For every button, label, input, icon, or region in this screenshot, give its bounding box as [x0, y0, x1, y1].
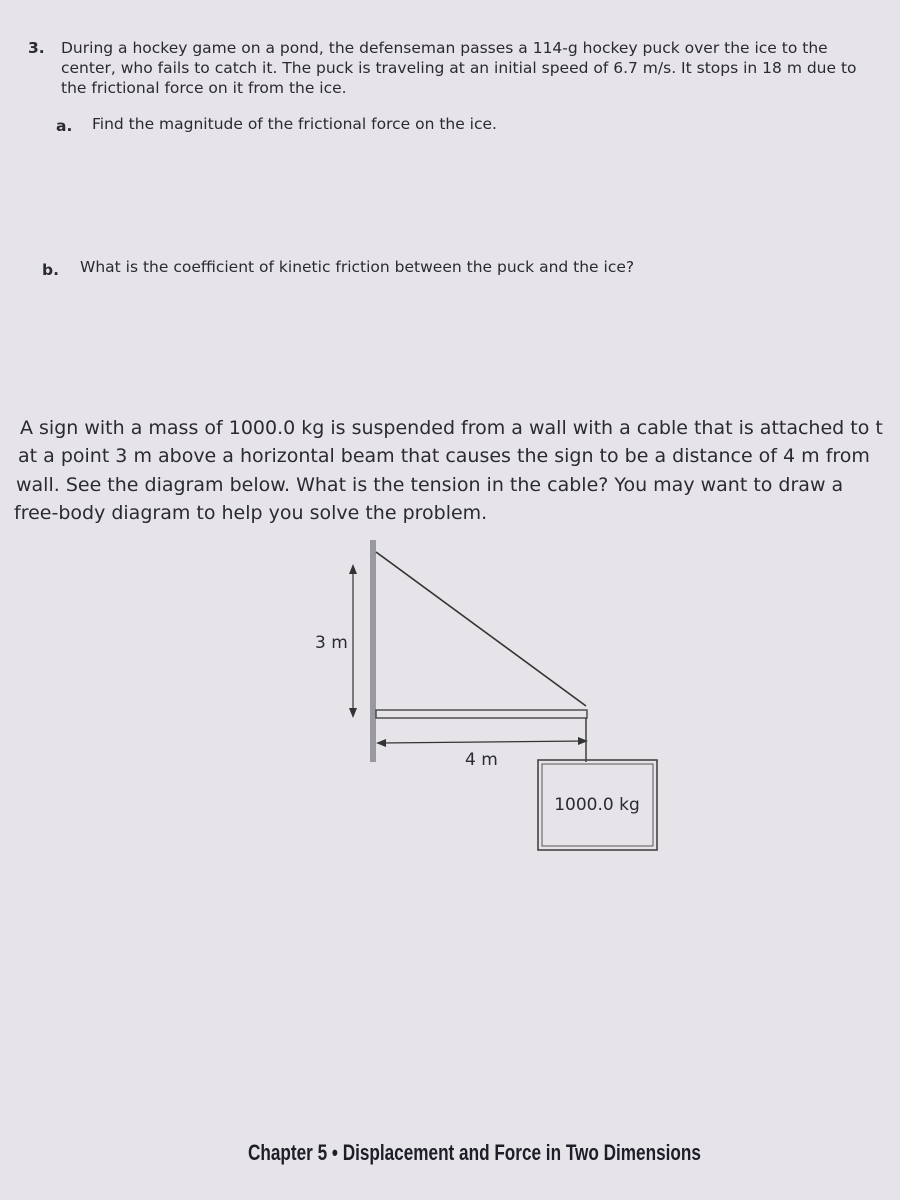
text-line: at a point 3 m above a horizontal beam t…	[18, 445, 870, 467]
problem-number: 3.	[28, 39, 45, 57]
part-label: a.	[56, 117, 73, 135]
cable	[375, 551, 587, 707]
footer: Chapter 5 • Displacement and Force in Tw…	[248, 1140, 701, 1165]
sign-label: 1000.0 kg	[554, 795, 640, 815]
part-text: What is the coefficient of kinetic frict…	[80, 258, 635, 276]
text-line: A sign with a mass of 1000.0 kg is suspe…	[20, 417, 883, 439]
sign-inner	[541, 763, 654, 847]
problem-text: During a hockey game on a pond, the defe…	[61, 39, 857, 97]
beam	[375, 709, 588, 719]
height-label: 3 m	[315, 633, 348, 653]
part-text: Find the magnitude of the frictional for…	[92, 115, 497, 133]
sign-outer	[537, 759, 658, 851]
text-line: wall. See the diagram below. What is the…	[16, 474, 844, 496]
text-line: free-body diagram to help you solve the …	[14, 502, 488, 524]
length-label: 4 m	[465, 750, 498, 770]
wall	[370, 540, 376, 762]
dimension-line	[377, 740, 587, 744]
part-label: b.	[42, 261, 59, 279]
